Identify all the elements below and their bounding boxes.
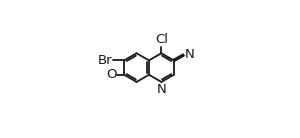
Text: O: O [106, 68, 117, 81]
Text: N: N [157, 83, 166, 96]
Text: Br: Br [98, 54, 112, 67]
Text: N: N [184, 48, 194, 61]
Text: Cl: Cl [155, 33, 168, 46]
